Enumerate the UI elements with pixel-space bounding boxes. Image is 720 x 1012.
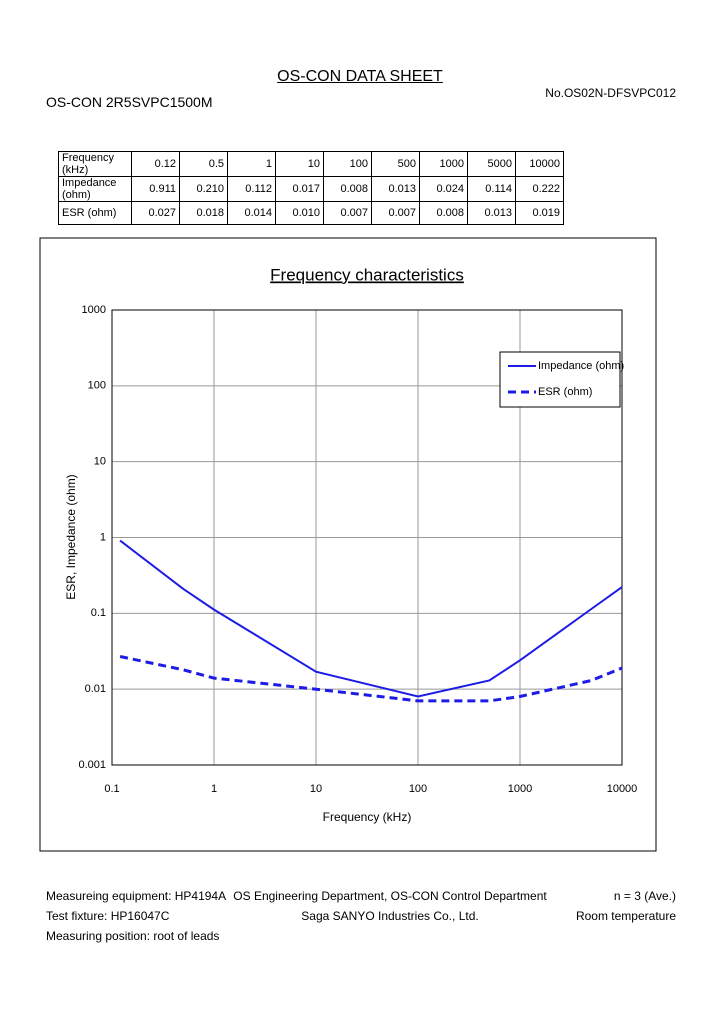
y-tick-label: 100 — [88, 380, 106, 392]
y-axis-label: ESR, Impedance (ohm) — [64, 474, 78, 599]
y-tick-label: 10 — [94, 456, 106, 468]
footer-text: OS Engineering Department, OS-CON Contro… — [233, 889, 547, 903]
y-tick-label: 1000 — [82, 304, 106, 316]
legend-label: ESR (ohm) — [538, 386, 592, 398]
y-tick-label: 0.01 — [85, 683, 106, 695]
table-row: ESR (ohm) 0.027 0.018 0.014 0.010 0.007 0.007 0… — [58, 201, 564, 225]
table-cell: 5000 — [467, 151, 516, 177]
table-cell: 0.112 — [227, 176, 276, 202]
x-tick-label: 100 — [409, 783, 427, 795]
table-cell: Impedance (ohm) — [58, 176, 132, 202]
data-table: Frequency (kHz) 0.12 0.5 1 10 100 500 1000 5000 1… — [58, 151, 564, 225]
chart-title: Frequency characteristics — [270, 265, 464, 284]
table-cell: 0.911 — [131, 176, 180, 202]
table-cell: 0.5 — [179, 151, 228, 177]
table-cell: 0.222 — [515, 176, 564, 202]
table-cell: 0.007 — [323, 201, 372, 225]
x-axis-label: Frequency (kHz) — [323, 810, 412, 824]
table-cell: 1 — [227, 151, 276, 177]
chart-frame — [39, 237, 657, 852]
data-line — [119, 539, 623, 698]
table-cell: 0.007 — [371, 201, 420, 225]
legend-label: Impedance (ohm) — [538, 360, 624, 372]
doc-number: No.OS02N-DFSVPC012 — [545, 86, 676, 100]
table-cell: 0.019 — [515, 201, 564, 225]
table-cell: 100 — [323, 151, 372, 177]
table-cell: 0.008 — [419, 201, 468, 225]
footer-text: Measureing equipment: HP4194A — [46, 889, 227, 903]
table-cell: 0.014 — [227, 201, 276, 225]
x-tick-label: 1 — [211, 783, 217, 795]
table-cell: 0.013 — [371, 176, 420, 202]
legend — [499, 351, 621, 408]
y-tick-label: 0.1 — [91, 607, 106, 619]
table-cell: 0.018 — [179, 201, 228, 225]
footer-text: Room temperature — [575, 909, 676, 923]
y-tick-label: 0.001 — [78, 759, 106, 771]
x-tick-label: 1000 — [508, 783, 532, 795]
doc-title: OS-CON DATA SHEET — [0, 68, 720, 86]
table-cell: 500 — [371, 151, 420, 177]
table-row: Impedance (ohm) 0.911 0.210 0.112 0.017 0.008… — [58, 176, 564, 202]
table-cell: 0.210 — [179, 176, 228, 202]
table-cell: ESR (ohm) — [58, 201, 132, 225]
footer-text: Measuring position: root of leads — [46, 929, 220, 943]
table-cell: 0.027 — [131, 201, 180, 225]
x-tick-label: 10000 — [607, 783, 638, 795]
footer-text: Test fixture: HP16047C — [46, 909, 170, 923]
x-tick-label: 10 — [310, 783, 322, 795]
data-line — [119, 655, 623, 703]
y-tick-label: 1 — [100, 531, 106, 543]
table-cell: Frequency (kHz) — [58, 151, 132, 177]
doc-title-text: OS-CON DATA SHEET — [277, 68, 443, 85]
footer-text: n = 3 (Ave.) — [613, 889, 676, 903]
footer-text: Saga SANYO Industries Co., Ltd. — [301, 909, 479, 923]
x-tick-label: 0.1 — [104, 783, 119, 795]
part-number: OS-CON 2R5SVPC1500M — [46, 94, 213, 110]
plot-area — [111, 309, 623, 766]
